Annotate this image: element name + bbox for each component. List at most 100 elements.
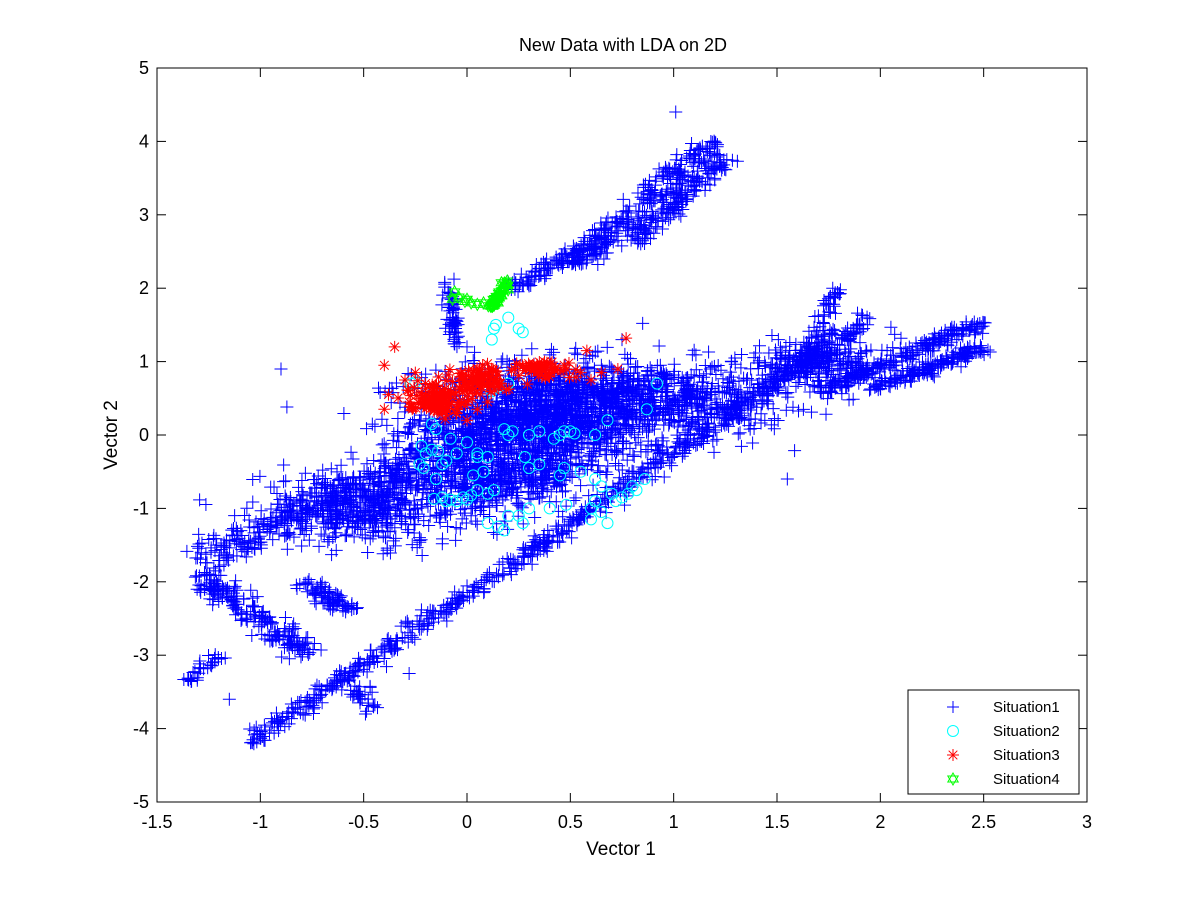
- data-point: [771, 413, 785, 427]
- data-point: [325, 548, 339, 562]
- data-point: [709, 368, 723, 382]
- data-point: [407, 526, 421, 540]
- data-point: [627, 366, 641, 380]
- data-point: [860, 345, 874, 359]
- data-point: [579, 401, 593, 415]
- data-point: [316, 463, 330, 477]
- data-point: [767, 422, 781, 436]
- data-point: [379, 441, 393, 455]
- data-point: [622, 420, 636, 434]
- data-point: [853, 336, 867, 350]
- data-point: [572, 467, 586, 481]
- data-point: [422, 518, 436, 532]
- data-point: [391, 412, 405, 426]
- data-point: [602, 392, 616, 406]
- data-point: [604, 428, 618, 442]
- data-point: [314, 527, 328, 541]
- data-point: [279, 474, 293, 488]
- data-point: [679, 412, 693, 426]
- data-point: [380, 418, 394, 432]
- data-point: [249, 515, 263, 529]
- data-point: [809, 365, 823, 379]
- data-point: [770, 351, 784, 365]
- data-point: [366, 495, 380, 509]
- data-point: [351, 517, 365, 531]
- data-point: [615, 382, 629, 396]
- data-point: [716, 372, 730, 386]
- data-point: [612, 421, 626, 435]
- data-point: [412, 414, 426, 428]
- data-point: [419, 414, 433, 428]
- data-point: [746, 436, 760, 450]
- data-point: [677, 398, 691, 412]
- data-point: [615, 384, 629, 398]
- data-point: [395, 494, 409, 508]
- data-point: [779, 387, 793, 401]
- data-point: [630, 386, 644, 400]
- data-point: [496, 352, 510, 366]
- data-point: [681, 385, 695, 399]
- data-point: [401, 367, 415, 381]
- data-point: [277, 458, 291, 472]
- data-point: [317, 515, 331, 529]
- data-point: [729, 383, 743, 397]
- data-point: [557, 409, 571, 423]
- data-point: [484, 425, 498, 439]
- data-point: [752, 354, 766, 368]
- data-point: [599, 395, 613, 409]
- data-point: [591, 388, 605, 402]
- data-point: [725, 355, 739, 369]
- data-point: [459, 516, 473, 530]
- data-point: [395, 492, 409, 506]
- data-point: [298, 466, 312, 480]
- data-point: [628, 428, 642, 442]
- data-point: [386, 534, 400, 548]
- data-point: [618, 417, 632, 431]
- data-point: [670, 428, 684, 442]
- data-point: [705, 377, 719, 391]
- data-point: [388, 521, 402, 535]
- data-point: [302, 533, 316, 547]
- data-point: [675, 403, 689, 417]
- data-point: [735, 348, 749, 362]
- data-point: [731, 427, 745, 441]
- data-point: [602, 359, 616, 373]
- data-point: [786, 400, 800, 414]
- data-point: [570, 377, 584, 391]
- data-point: [280, 542, 294, 556]
- data-point: [594, 406, 608, 420]
- data-point: [312, 539, 326, 553]
- data-point: [601, 439, 615, 453]
- data-point: [363, 515, 377, 529]
- data-point: [577, 388, 591, 402]
- data-point: [350, 497, 364, 511]
- data-point: [684, 368, 698, 382]
- data-point: [402, 503, 416, 517]
- data-point: [723, 365, 737, 379]
- data-point: [518, 433, 532, 447]
- data-point: [399, 518, 413, 532]
- data-point: [751, 361, 765, 375]
- data-point: [592, 444, 606, 458]
- data-point: [740, 373, 754, 387]
- data-point: [667, 407, 681, 421]
- data-point: [711, 379, 725, 393]
- data-point: [773, 341, 787, 355]
- data-point: [544, 378, 558, 392]
- data-point: [326, 530, 340, 544]
- data-point: [509, 374, 523, 388]
- data-point: [588, 364, 602, 378]
- data-point: [539, 442, 553, 456]
- data-point: [361, 546, 375, 560]
- data-point: [407, 412, 421, 426]
- data-point: [571, 348, 585, 362]
- data-point: [415, 492, 429, 506]
- data-point: [627, 450, 641, 464]
- data-point: [375, 412, 389, 426]
- data-point: [343, 509, 357, 523]
- data-point: [645, 386, 659, 400]
- data-point: [768, 343, 782, 357]
- data-point: [544, 342, 558, 356]
- data-point: [347, 530, 361, 544]
